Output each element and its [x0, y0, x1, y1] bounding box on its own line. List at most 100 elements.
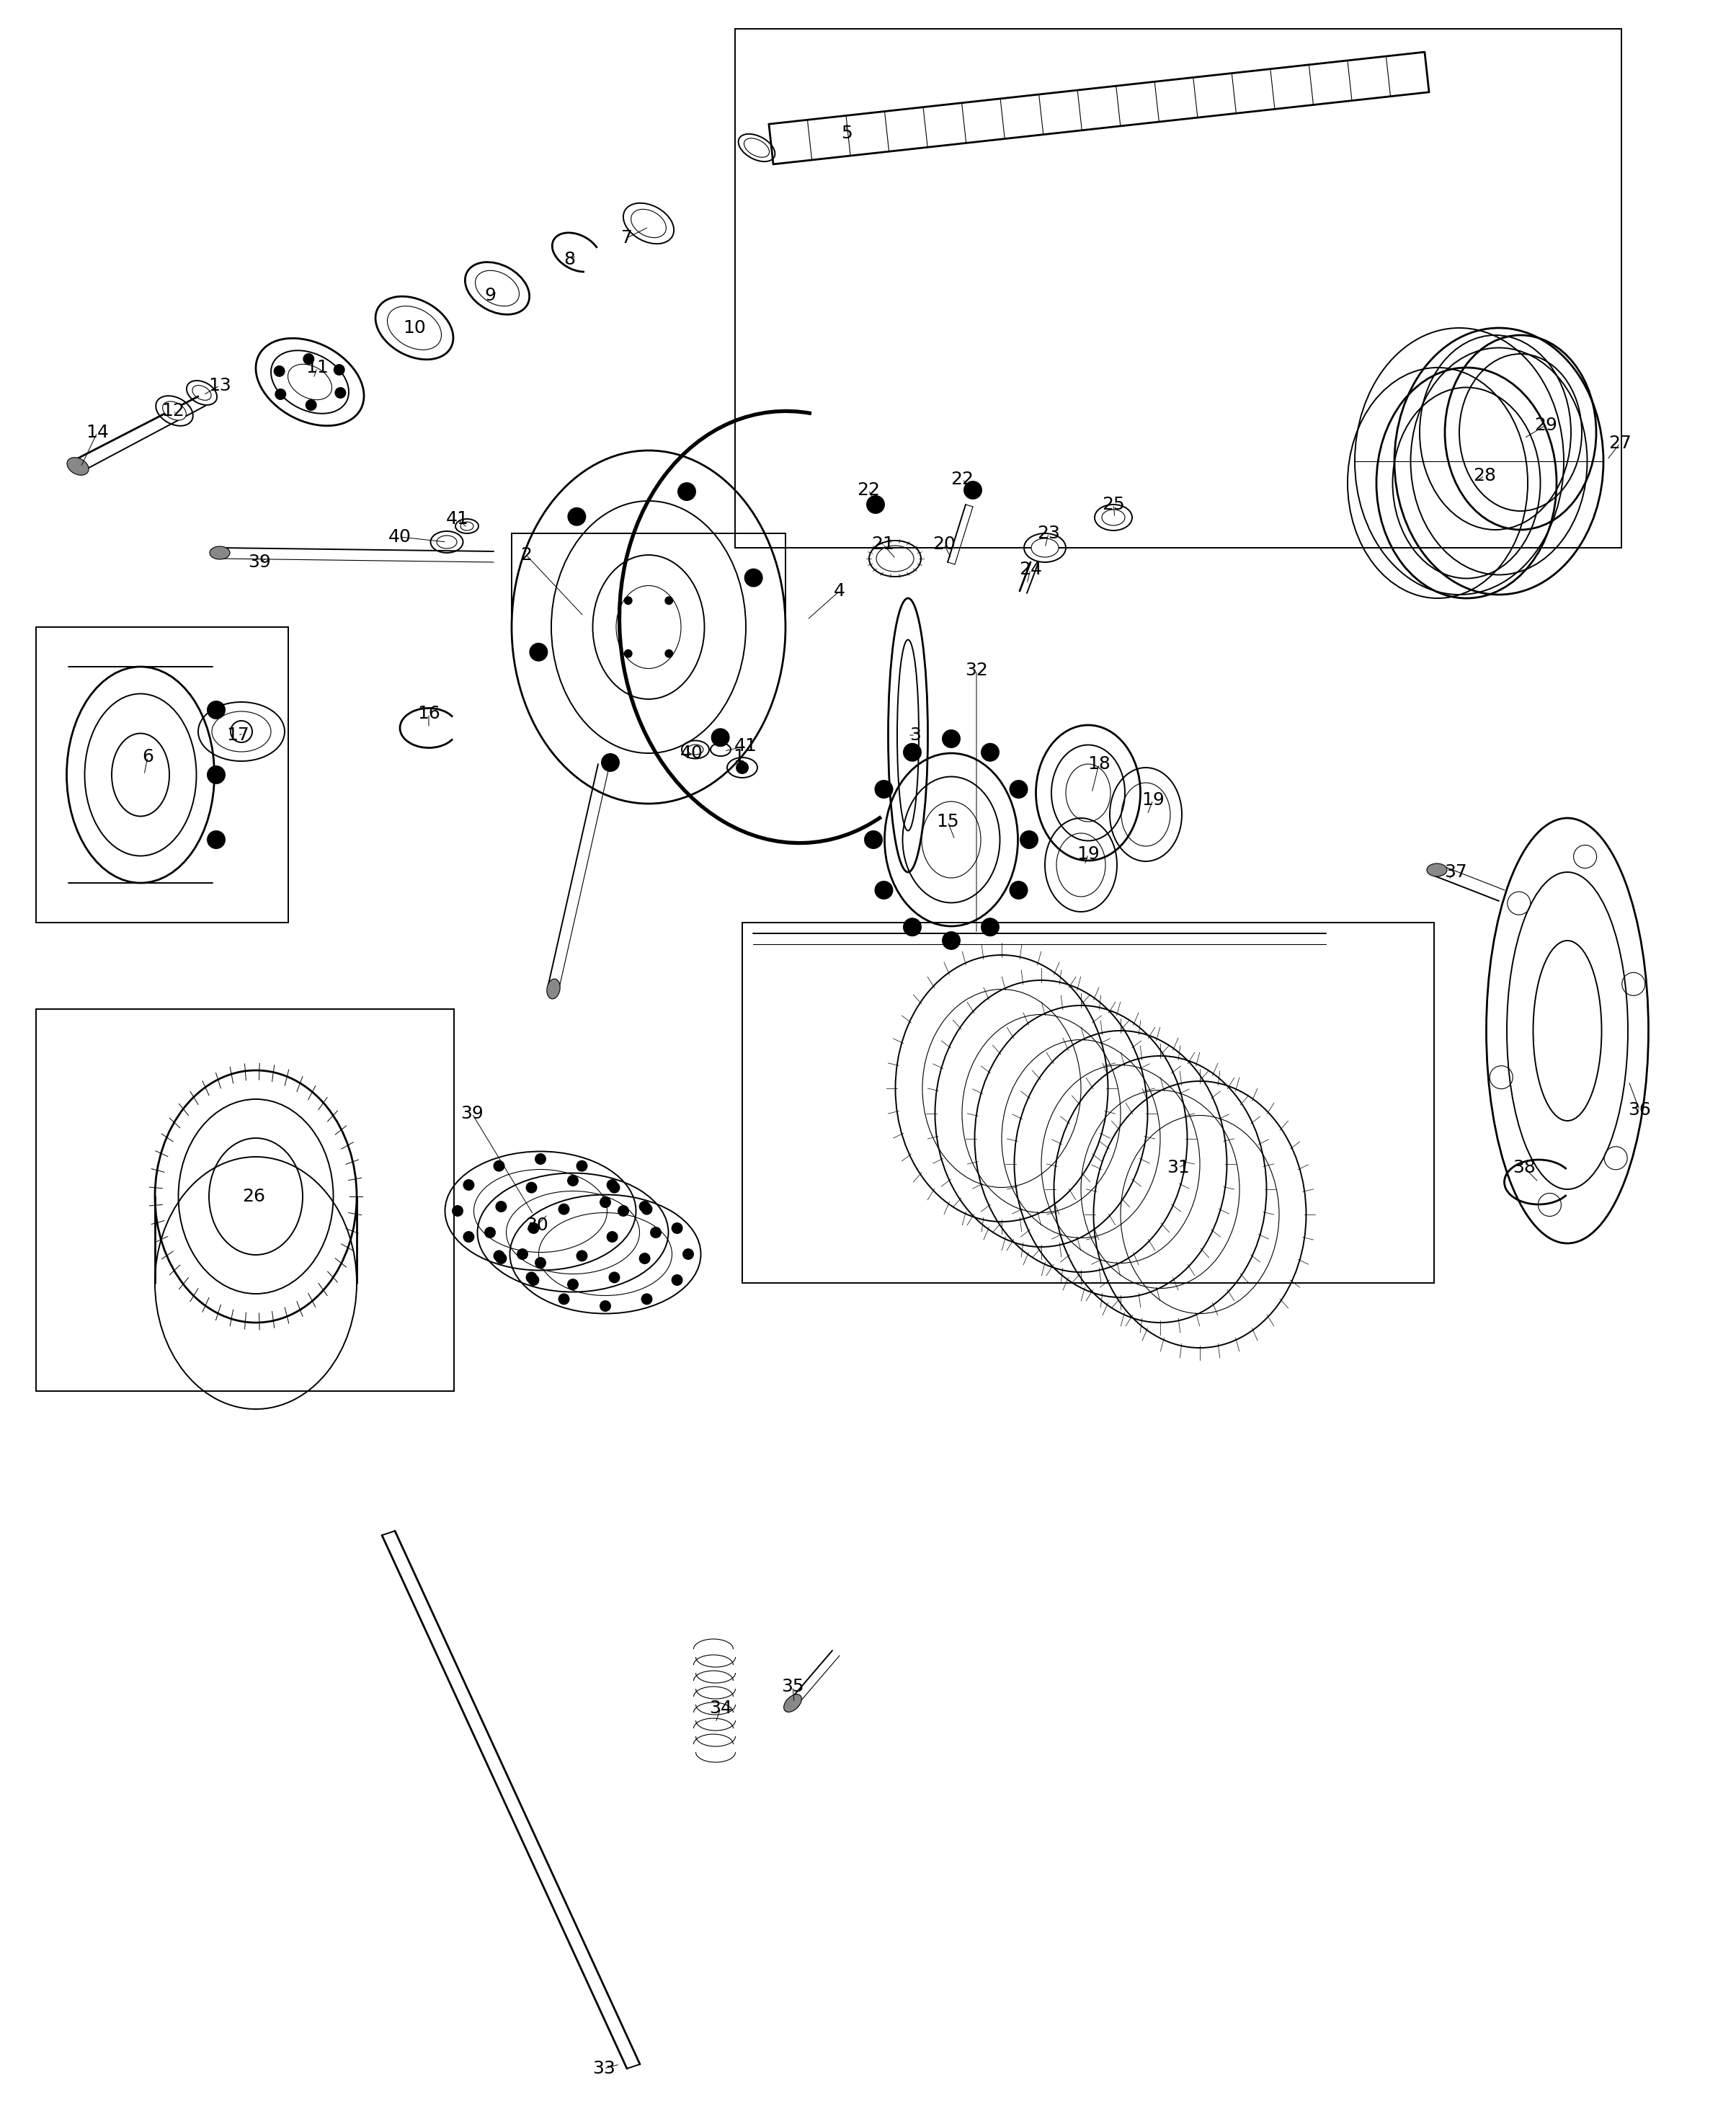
Text: 41: 41: [734, 738, 757, 755]
Ellipse shape: [460, 522, 474, 531]
Circle shape: [568, 1279, 578, 1290]
Circle shape: [736, 761, 748, 774]
Text: 16: 16: [417, 704, 441, 723]
Circle shape: [517, 1249, 528, 1260]
Text: 11: 11: [306, 359, 328, 376]
Text: 19: 19: [1142, 791, 1165, 810]
Ellipse shape: [1102, 509, 1125, 526]
Circle shape: [1021, 831, 1038, 848]
Text: 35: 35: [781, 1679, 804, 1695]
Circle shape: [601, 1300, 611, 1311]
Text: 6: 6: [142, 748, 153, 765]
Text: 2: 2: [521, 545, 531, 564]
Ellipse shape: [547, 979, 561, 1000]
Circle shape: [684, 1249, 693, 1260]
Circle shape: [208, 831, 226, 848]
Ellipse shape: [68, 457, 89, 476]
Circle shape: [712, 729, 729, 746]
Circle shape: [672, 1224, 682, 1232]
Circle shape: [618, 1205, 628, 1216]
Circle shape: [568, 1175, 578, 1186]
Text: 29: 29: [1535, 416, 1557, 433]
Text: 33: 33: [592, 2059, 615, 2078]
Circle shape: [496, 1254, 507, 1264]
Ellipse shape: [687, 744, 703, 755]
Circle shape: [528, 1224, 538, 1232]
Circle shape: [672, 1275, 682, 1285]
Circle shape: [904, 744, 922, 761]
Circle shape: [528, 1275, 538, 1285]
Circle shape: [665, 596, 672, 605]
Text: 13: 13: [208, 376, 231, 393]
Circle shape: [464, 1232, 474, 1241]
Circle shape: [333, 366, 344, 374]
Text: 25: 25: [1102, 497, 1125, 514]
Circle shape: [943, 932, 960, 949]
Text: 1: 1: [733, 748, 745, 765]
Circle shape: [495, 1161, 503, 1171]
Circle shape: [208, 765, 226, 784]
Circle shape: [981, 917, 998, 937]
Circle shape: [559, 1294, 569, 1304]
Text: 34: 34: [708, 1700, 733, 1717]
Circle shape: [304, 353, 314, 364]
Circle shape: [464, 1180, 474, 1190]
Circle shape: [904, 917, 922, 937]
Text: 28: 28: [1472, 467, 1496, 484]
Text: 41: 41: [446, 509, 469, 528]
Text: 23: 23: [1036, 524, 1061, 541]
Text: 5: 5: [840, 125, 852, 142]
Text: 9: 9: [484, 288, 496, 304]
Circle shape: [529, 643, 547, 662]
Text: 38: 38: [1512, 1158, 1536, 1175]
Text: 36: 36: [1628, 1101, 1651, 1118]
Text: 14: 14: [85, 423, 109, 442]
Text: 27: 27: [1609, 435, 1632, 452]
Text: 22: 22: [951, 471, 974, 488]
Circle shape: [963, 482, 981, 499]
Circle shape: [306, 400, 316, 410]
Text: 12: 12: [161, 402, 184, 419]
Circle shape: [745, 569, 762, 586]
Text: 10: 10: [403, 319, 425, 336]
Ellipse shape: [437, 535, 457, 548]
Text: 26: 26: [241, 1188, 266, 1205]
Circle shape: [496, 1201, 507, 1211]
Circle shape: [453, 1205, 464, 1216]
Ellipse shape: [210, 545, 229, 560]
Circle shape: [651, 1228, 661, 1237]
Circle shape: [495, 1251, 503, 1260]
Text: 31: 31: [1167, 1158, 1189, 1175]
Circle shape: [535, 1258, 545, 1268]
Text: 30: 30: [526, 1218, 549, 1235]
Circle shape: [625, 596, 632, 605]
Text: 39: 39: [248, 554, 271, 571]
Text: 37: 37: [1444, 863, 1467, 882]
Circle shape: [679, 482, 696, 501]
Circle shape: [576, 1251, 587, 1260]
Text: 40: 40: [389, 528, 411, 545]
Circle shape: [1010, 780, 1028, 797]
Text: 21: 21: [871, 535, 894, 554]
Circle shape: [484, 1228, 495, 1237]
Circle shape: [231, 721, 252, 742]
Circle shape: [576, 1161, 587, 1171]
Ellipse shape: [1427, 863, 1448, 877]
Text: 4: 4: [833, 581, 845, 600]
Circle shape: [639, 1201, 649, 1211]
Ellipse shape: [783, 1693, 802, 1712]
Text: 39: 39: [460, 1106, 483, 1123]
Text: 40: 40: [681, 744, 703, 761]
Circle shape: [981, 744, 998, 761]
Circle shape: [526, 1273, 536, 1283]
Text: 3: 3: [910, 727, 920, 744]
Circle shape: [208, 702, 226, 719]
Circle shape: [609, 1182, 620, 1192]
Text: 20: 20: [932, 535, 955, 554]
Circle shape: [602, 755, 620, 772]
Circle shape: [639, 1254, 649, 1264]
Text: 17: 17: [226, 727, 250, 744]
Circle shape: [1010, 882, 1028, 898]
Circle shape: [608, 1232, 618, 1241]
Circle shape: [609, 1273, 620, 1283]
